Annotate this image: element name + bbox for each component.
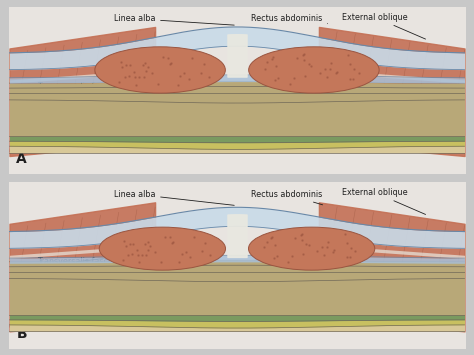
Text: Transversus abdominis: Transversus abdominis — [273, 94, 371, 118]
Text: Linea alba: Linea alba — [114, 14, 234, 25]
Text: External oblique: External oblique — [342, 188, 426, 214]
Text: Parietal peritoneum: Parietal peritoneum — [27, 284, 108, 326]
Text: Internal oblique: Internal oblique — [273, 75, 353, 91]
Ellipse shape — [95, 47, 225, 93]
Text: Internal oblique: Internal oblique — [273, 256, 353, 270]
Ellipse shape — [99, 227, 226, 270]
Text: External oblique: External oblique — [342, 12, 426, 39]
Text: Linea alba: Linea alba — [114, 190, 234, 205]
Text: A: A — [16, 152, 27, 166]
Ellipse shape — [249, 47, 379, 93]
Text: Rectus abdominis: Rectus abdominis — [251, 190, 323, 205]
Text: Transversalis fascia: Transversalis fascia — [37, 78, 115, 91]
Text: Parietal peritoneum: Parietal peritoneum — [27, 105, 108, 147]
Text: B: B — [16, 327, 27, 341]
Text: Transversus abdominis: Transversus abdominis — [273, 274, 371, 296]
Ellipse shape — [248, 227, 375, 270]
Text: Rectus abdominis: Rectus abdominis — [251, 14, 328, 24]
Text: Transversalis fascia: Transversalis fascia — [37, 257, 115, 266]
